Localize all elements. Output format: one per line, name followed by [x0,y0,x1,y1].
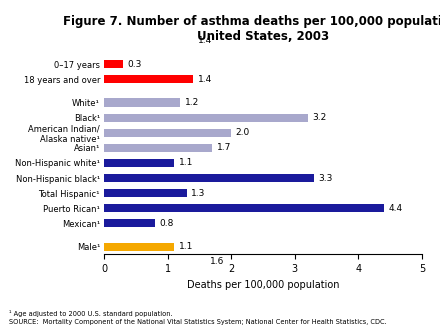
X-axis label: Deaths per 100,000 population: Deaths per 100,000 population [187,279,339,290]
Text: 1.4: 1.4 [198,75,212,84]
Text: 1.3: 1.3 [191,189,205,198]
Text: 2.0: 2.0 [236,128,250,137]
Bar [104,219,155,227]
Text: 1.2: 1.2 [185,98,199,107]
Text: 1.1: 1.1 [179,242,193,251]
Text: 0.3: 0.3 [128,60,142,69]
Bar [104,37,193,45]
Text: 3.3: 3.3 [318,173,333,183]
Text: 1.6: 1.6 [210,257,225,266]
Bar [104,189,187,197]
Bar [104,114,308,122]
Text: 1.1: 1.1 [179,159,193,167]
Bar [104,204,384,213]
Bar [104,159,174,167]
Text: SOURCE:  Mortality Component of the National Vital Statistics System; National C: SOURCE: Mortality Component of the Natio… [9,319,387,325]
Bar [104,258,206,266]
Text: ¹ Age adjusted to 2000 U.S. standard population.: ¹ Age adjusted to 2000 U.S. standard pop… [9,310,172,317]
Title: Figure 7. Number of asthma deaths per 100,000 population:
United States, 2003: Figure 7. Number of asthma deaths per 10… [63,15,440,43]
Bar [104,144,212,152]
Text: 1.7: 1.7 [216,143,231,152]
Bar [104,129,231,137]
Text: 4.4: 4.4 [388,204,402,213]
Text: 1.4: 1.4 [198,36,212,45]
Bar [104,60,123,68]
Bar [104,75,193,83]
Bar [104,243,174,251]
Bar [104,174,314,182]
Text: 3.2: 3.2 [312,113,326,122]
Text: 0.8: 0.8 [159,219,174,228]
Bar [104,99,180,107]
